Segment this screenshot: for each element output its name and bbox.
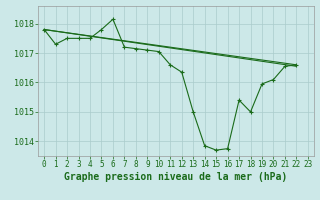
X-axis label: Graphe pression niveau de la mer (hPa): Graphe pression niveau de la mer (hPa) — [64, 172, 288, 182]
